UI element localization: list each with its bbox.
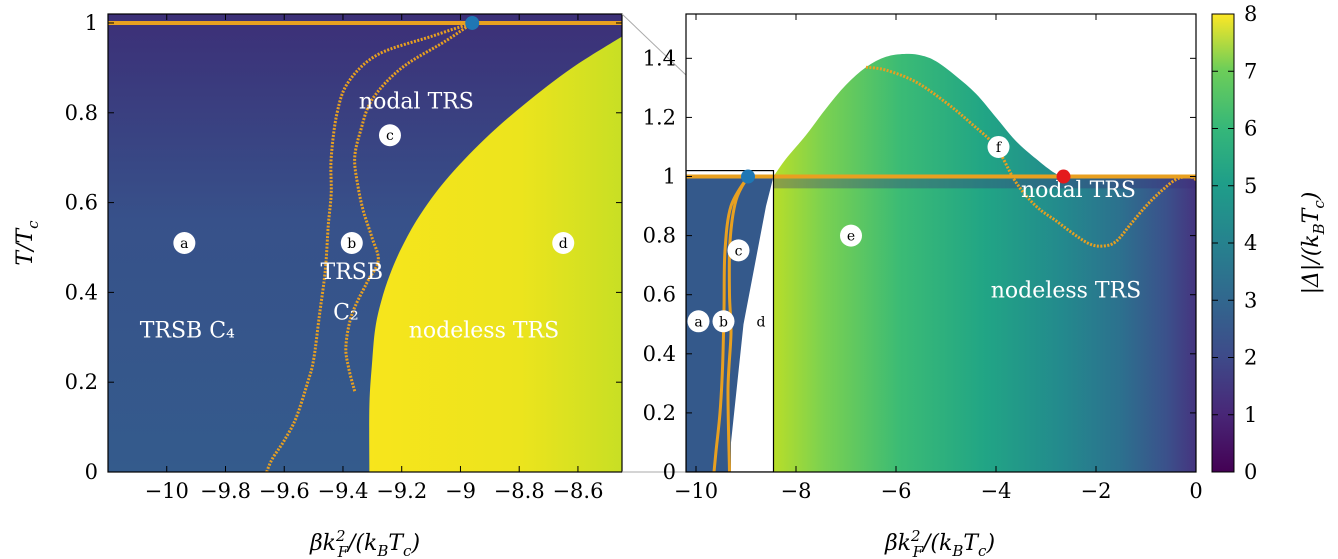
marker-label: c <box>386 128 394 144</box>
marker-b <box>712 310 735 333</box>
xtick-label: −8.6 <box>552 479 603 503</box>
ytick-label: 0.2 <box>65 370 98 394</box>
region-label: TRSB C₄ <box>140 318 235 343</box>
ytick-label: 1.4 <box>643 46 676 70</box>
xtick-label: −9.8 <box>200 479 251 503</box>
right-boundary-inner <box>726 175 750 472</box>
ytick-label: 0.8 <box>65 101 98 125</box>
left-critical-points <box>465 15 480 30</box>
marker-c <box>727 239 750 262</box>
region-label: nodal TRS <box>1021 178 1136 203</box>
marker-d <box>750 310 772 333</box>
marker-label: c <box>735 243 743 259</box>
right-region-labels: nodal TRS nodeless TRS <box>991 178 1141 303</box>
marker-label: e <box>847 229 855 245</box>
cb-tick-label: 1 <box>1244 403 1257 427</box>
left-ticks: −10 −9.8 −9.6 −9.4 −9.2 −9 −8.8 −8.6 0 0.2 0.4 0.6 0… <box>65 11 622 503</box>
left-markers: a b c d <box>173 124 575 254</box>
cb-tick-label: 6 <box>1244 117 1257 141</box>
ytick-label: 0.2 <box>643 401 676 425</box>
marker-label: a <box>694 314 702 330</box>
marker-e <box>840 224 862 247</box>
ytick-label: 0.8 <box>643 224 676 248</box>
critical-point <box>1056 169 1071 184</box>
region-label: TRSB <box>321 260 383 285</box>
xtick-label: −9.4 <box>317 479 368 503</box>
region-label: nodeless TRS <box>409 318 559 343</box>
right-boundary-outer <box>712 175 750 472</box>
marker-f <box>987 135 1010 158</box>
right-field-region <box>773 53 1196 472</box>
right-boundary-loop <box>865 65 1196 248</box>
marker-d <box>552 232 575 254</box>
right-markers: a b c d e f <box>687 135 1010 333</box>
cb-tick-label: 5 <box>1244 174 1257 198</box>
right-axes-frame <box>685 13 1197 473</box>
xtick-label: −9 <box>445 479 476 503</box>
marker-label: a <box>180 236 188 252</box>
critical-point <box>465 15 480 30</box>
marker-a <box>173 232 196 254</box>
left-xlabel: βk2 F/(kBTc) <box>309 527 420 559</box>
marker-label: d <box>757 314 766 330</box>
xtick-label: −9.6 <box>259 479 310 503</box>
ytick-label: 0 <box>85 460 98 484</box>
ytick-label: 0 <box>663 460 676 484</box>
ytick-label: 1.2 <box>643 105 676 129</box>
xtick-label: −10 <box>674 479 718 503</box>
xtick-label: −8.8 <box>494 479 545 503</box>
marker-c <box>378 124 401 147</box>
ytick-label: 0.6 <box>65 191 98 215</box>
region-label: nodeless TRS <box>991 279 1141 304</box>
right-critical-points <box>741 169 1071 184</box>
ytick-label: 1 <box>85 11 98 35</box>
left-ylabel: T/Tc <box>13 220 42 266</box>
left-boundary-outer <box>265 21 473 472</box>
critical-point <box>741 169 755 184</box>
left-nodeless-region <box>369 36 622 472</box>
cb-tick-label: 2 <box>1244 346 1257 370</box>
xtick-label: −6 <box>881 479 912 503</box>
xtick-label: −8 <box>781 479 812 503</box>
left-axes-frame <box>107 13 623 473</box>
marker-label: b <box>719 314 728 330</box>
cb-tick-label: 7 <box>1244 59 1257 83</box>
ytick-label: 1 <box>663 165 676 189</box>
left-region-labels: nodal TRS TRSB C₂ TRSB C₄ nodeless TRS <box>140 89 559 343</box>
marker-label: d <box>559 236 568 252</box>
marker-a <box>687 310 710 333</box>
inset-box <box>686 170 775 472</box>
marker-b <box>340 232 363 254</box>
cb-tick-label: 4 <box>1244 231 1257 255</box>
region-label: C₂ <box>333 300 359 325</box>
right-xlabel: βk2 F/(kBTc) <box>884 527 995 559</box>
marker-label: f <box>996 140 1003 156</box>
ytick-label: 0.4 <box>643 342 676 366</box>
left-boundary-inner <box>344 21 474 392</box>
right-nodal-shade <box>773 176 1196 189</box>
xtick-label: −4 <box>981 479 1012 503</box>
ytick-label: 0.4 <box>65 280 98 304</box>
marker-label: b <box>347 236 356 252</box>
colorbar-label: |Δ|/(kBTc) <box>1299 192 1328 295</box>
cb-tick-label: 0 <box>1244 460 1257 484</box>
colorbar-ticks: 0 1 2 3 4 5 6 7 8 <box>1212 2 1257 484</box>
xtick-label: −10 <box>145 479 189 503</box>
right-panel <box>686 14 1196 472</box>
cb-tick-label: 3 <box>1244 288 1257 312</box>
right-ticks: −10 −8 −6 −4 −2 0 0 0.2 0.4 0.6 0.8 1 1.2 1.4 <box>643 14 1203 503</box>
xtick-label: −2 <box>1081 479 1112 503</box>
ytick-label: 0.6 <box>643 283 676 307</box>
xtick-label: 0 <box>1189 479 1202 503</box>
region-label: nodal TRS <box>359 89 474 114</box>
cb-tick-label: 8 <box>1244 2 1257 26</box>
xtick-label: −9.2 <box>376 479 427 503</box>
